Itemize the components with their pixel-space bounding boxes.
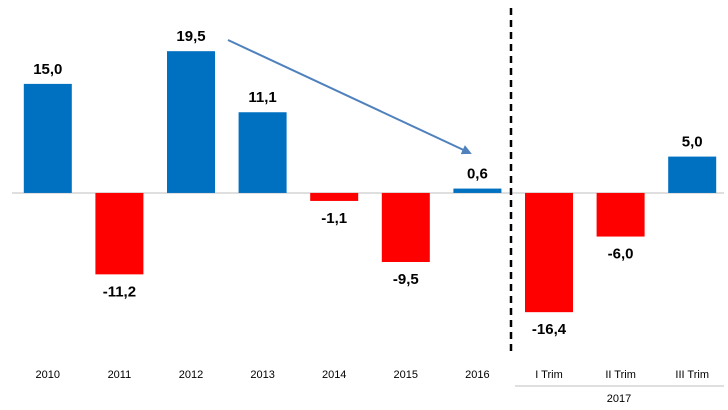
value-label: 19,5 xyxy=(176,28,205,45)
x-tick-label: 2016 xyxy=(465,369,489,381)
value-label: 11,1 xyxy=(248,89,276,106)
value-label: 15,0 xyxy=(33,61,62,78)
x-tick-label: II Trim xyxy=(605,369,636,381)
x-tick-label: 2010 xyxy=(36,369,60,381)
x-tick-label: 2014 xyxy=(322,369,346,381)
x-tick-label: III Trim xyxy=(675,369,709,381)
bar xyxy=(381,192,430,262)
bar xyxy=(453,188,502,193)
x-tick-label: 2011 xyxy=(108,369,132,381)
bar xyxy=(167,51,215,193)
bar xyxy=(238,112,287,193)
bar xyxy=(668,156,717,193)
trend-arrow xyxy=(227,39,472,155)
value-label: -9,5 xyxy=(393,271,419,288)
value-label: -16,4 xyxy=(532,321,567,338)
bar xyxy=(525,192,573,313)
value-label: 5,0 xyxy=(682,134,703,151)
x-tick-label: 2015 xyxy=(394,369,418,381)
x-tick-label: 2012 xyxy=(179,369,203,381)
group-label: 2017 xyxy=(607,393,631,405)
bar xyxy=(310,192,359,201)
bar xyxy=(596,192,645,237)
bar xyxy=(95,192,144,275)
x-tick-label: I Trim xyxy=(535,369,563,381)
value-label: 0,6 xyxy=(467,166,488,183)
value-label: -11,2 xyxy=(103,283,136,300)
x-tick-label: 2013 xyxy=(250,369,274,381)
value-label: -6,0 xyxy=(608,246,634,263)
bar xyxy=(23,83,72,193)
value-label: -1,1 xyxy=(321,210,347,227)
